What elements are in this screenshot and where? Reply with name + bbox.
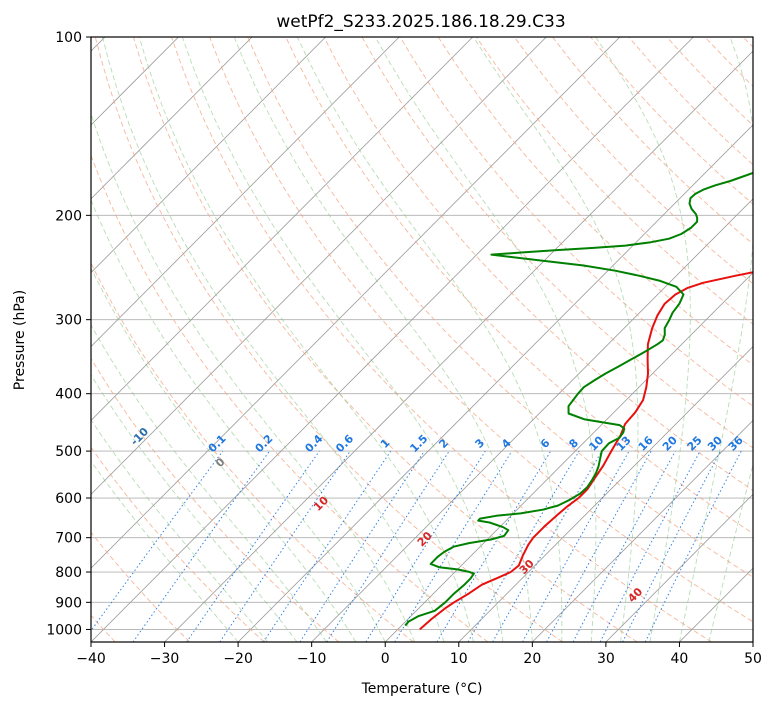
mixing-ratio-line xyxy=(219,450,351,642)
skewed-isotherm xyxy=(91,37,694,642)
y-axis-label: Pressure (hPa) xyxy=(12,290,28,390)
y-tick-label: 400 xyxy=(55,387,82,403)
skewed-isotherm xyxy=(91,37,621,569)
x-tick-label: 40 xyxy=(671,651,689,667)
dry-adiabat xyxy=(437,37,753,366)
moist-adiabat xyxy=(678,37,753,642)
y-tick-label: 300 xyxy=(55,313,82,329)
mixing-ratio-line xyxy=(394,450,513,642)
mixing-ratio-line xyxy=(572,450,676,642)
moist-adiabat xyxy=(708,462,753,642)
x-tick-label: 50 xyxy=(744,651,762,667)
skewed-isotherm xyxy=(237,124,753,642)
x-tick-label: 10 xyxy=(450,651,468,667)
y-tick-label: 700 xyxy=(55,531,82,547)
mixing-ratio-line xyxy=(263,450,392,642)
mixing-ratio-line xyxy=(326,450,450,642)
x-tick-label: −20 xyxy=(223,651,253,667)
skewed-isotherm xyxy=(91,37,474,421)
y-tick-label: 600 xyxy=(55,491,82,507)
moist-adiabat xyxy=(181,37,504,642)
moist-adiabat xyxy=(473,37,639,642)
x-tick-label: −10 xyxy=(297,651,327,667)
mixing-ratio-line xyxy=(91,450,224,632)
moist-adiabat xyxy=(91,418,268,642)
y-tick-label: 200 xyxy=(55,208,82,224)
skewed-isotherm xyxy=(532,419,753,642)
y-tick-label: 500 xyxy=(55,444,82,460)
moist-adiabat xyxy=(91,198,386,642)
dry-adiabat xyxy=(94,37,563,642)
x-tick-label: 0 xyxy=(381,651,390,667)
plot-frame xyxy=(90,36,754,643)
dewpoint-profile-line xyxy=(404,171,753,627)
dry-adiabat xyxy=(514,37,753,285)
moist-adiabat xyxy=(91,324,327,642)
temperature-profile-line xyxy=(419,271,753,631)
skewed-isotherm xyxy=(91,37,253,200)
skewed-isotherm xyxy=(164,50,753,642)
y-tick-label: 900 xyxy=(55,595,82,611)
skewed-isotherm xyxy=(605,493,753,642)
skewed-isotherm xyxy=(458,345,753,642)
moist-adiabat xyxy=(595,37,691,642)
x-tick-label: 30 xyxy=(597,651,615,667)
x-axis-label: Temperature (°C) xyxy=(361,681,483,697)
skewed-isotherm xyxy=(91,37,400,348)
mixing-ratio-line xyxy=(299,450,425,642)
dry-adiabat xyxy=(209,37,753,623)
dry-adiabat xyxy=(91,531,191,642)
dry-adiabat xyxy=(132,37,638,642)
dry-adiabat xyxy=(91,357,340,642)
moist-adiabat xyxy=(138,37,474,642)
moist-adiabat xyxy=(91,373,298,642)
dry-adiabat xyxy=(171,37,713,642)
y-tick-label: 1000 xyxy=(46,622,82,638)
mixing-ratio-line xyxy=(644,450,742,642)
moist-adiabat xyxy=(102,37,445,642)
y-tick-label: 800 xyxy=(55,565,82,581)
dry-adiabat xyxy=(399,37,753,407)
x-tick-label: −40 xyxy=(76,651,106,667)
moist-adiabat xyxy=(296,37,563,642)
mixing-ratio-line xyxy=(522,450,630,642)
moist-adiabat xyxy=(374,37,597,642)
dry-adiabat xyxy=(91,262,414,642)
mixing-ratio-line xyxy=(546,450,652,642)
moist-adiabat xyxy=(91,267,357,642)
y-tick-label: 100 xyxy=(55,30,82,46)
dry-adiabat xyxy=(247,37,753,578)
moist-adiabat xyxy=(91,460,239,642)
dry-adiabat xyxy=(323,37,753,491)
chart-title: wetPf2_S233.2025.186.18.29.C33 xyxy=(276,12,565,32)
mixing-ratio-line xyxy=(186,450,320,642)
mixing-ratio-line xyxy=(132,450,270,642)
x-tick-label: −30 xyxy=(150,651,180,667)
dry-adiabat xyxy=(91,154,489,642)
moist-adiabat xyxy=(233,37,533,642)
skewed-isotherm xyxy=(91,37,326,274)
x-tick-label: 20 xyxy=(523,651,541,667)
dry-adiabat xyxy=(91,446,265,642)
skewed-isotherm xyxy=(91,37,547,495)
